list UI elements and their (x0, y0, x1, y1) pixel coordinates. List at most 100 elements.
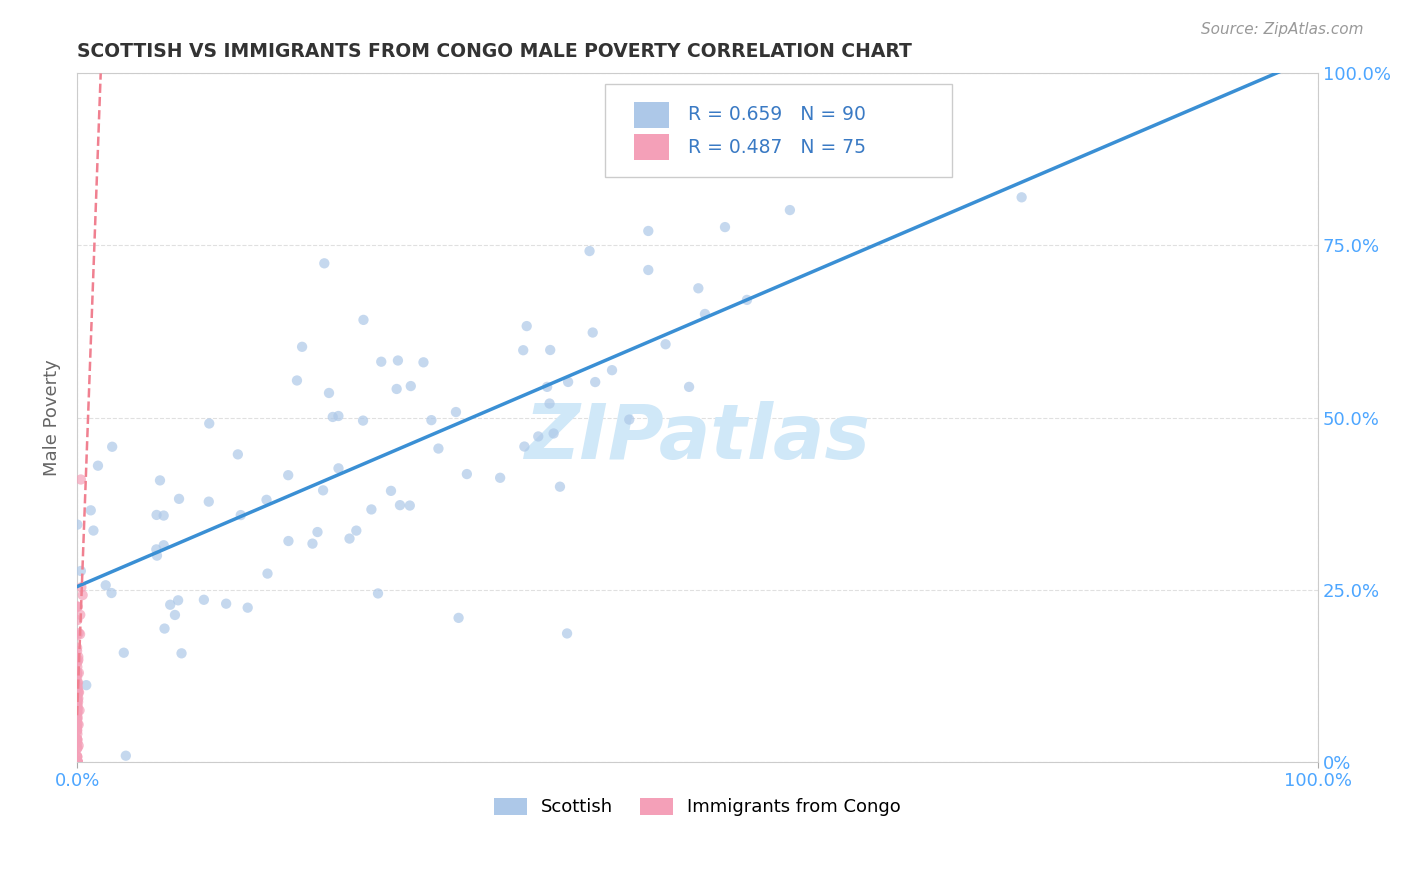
Point (66, 706, 89, 721)
Point (66, 682, 89, 697)
Point (197, 494, 219, 508)
Point (583, 375, 606, 389)
Point (66, 750, 89, 764)
Point (69, 627, 91, 641)
Point (236, 600, 259, 615)
Point (69, 703, 91, 717)
Point (66, 740, 89, 755)
Point (678, 380, 700, 394)
Point (307, 524, 329, 539)
Point (229, 508, 252, 522)
Point (654, 337, 676, 351)
Point (94, 578, 117, 592)
Text: SCOTTISH VS IMMIGRANTS FROM CONGO MALE POVERTY CORRELATION CHART: SCOTTISH VS IMMIGRANTS FROM CONGO MALE P… (77, 42, 912, 61)
Point (66, 678, 89, 692)
Point (66, 732, 89, 747)
Point (66, 683, 89, 698)
Point (66, 755, 89, 769)
Point (285, 374, 308, 388)
Point (256, 492, 278, 507)
Point (538, 396, 561, 410)
Point (66, 698, 89, 713)
Point (66, 691, 89, 706)
Point (215, 597, 238, 611)
Point (66, 755, 89, 769)
Point (420, 413, 443, 427)
Point (67, 626, 90, 640)
Point (66, 755, 89, 769)
Point (145, 508, 167, 522)
Point (66, 706, 89, 720)
Point (735, 293, 758, 307)
Point (167, 593, 190, 607)
FancyBboxPatch shape (605, 84, 952, 177)
Point (555, 626, 578, 640)
Point (66, 750, 89, 764)
Point (66, 755, 89, 769)
Point (67, 691, 90, 706)
Point (277, 534, 299, 549)
Point (69, 607, 91, 622)
Point (198, 417, 221, 431)
Point (67, 649, 90, 664)
Point (353, 313, 375, 327)
Point (66, 654, 89, 668)
Point (66, 665, 89, 680)
Point (322, 409, 344, 424)
Point (291, 340, 314, 354)
Text: R = 0.659   N = 90: R = 0.659 N = 90 (688, 105, 866, 124)
Text: Source: ZipAtlas.com: Source: ZipAtlas.com (1201, 22, 1364, 37)
Point (67, 695, 90, 709)
Point (427, 442, 450, 456)
Point (312, 483, 335, 498)
Point (328, 461, 350, 475)
Point (548, 480, 571, 494)
Point (513, 440, 536, 454)
Point (339, 532, 361, 546)
Point (398, 499, 420, 513)
Point (152, 538, 174, 552)
Point (153, 622, 176, 636)
Point (388, 498, 411, 512)
Point (66, 723, 89, 738)
Point (66, 755, 89, 769)
Point (70, 580, 93, 594)
Point (66, 718, 89, 732)
Point (66, 686, 89, 700)
Point (66, 660, 89, 674)
Point (516, 319, 538, 334)
Point (66, 695, 89, 709)
Point (66, 691, 89, 706)
Point (82, 524, 104, 538)
Point (69, 473, 91, 487)
FancyBboxPatch shape (634, 102, 669, 128)
Point (193, 592, 215, 607)
Point (512, 343, 534, 358)
Point (447, 611, 470, 625)
Point (80, 503, 103, 517)
Point (66, 655, 89, 669)
Point (145, 542, 167, 557)
Point (578, 244, 600, 258)
Point (67, 685, 90, 699)
Point (557, 375, 579, 389)
Point (543, 426, 565, 441)
Point (66, 755, 89, 769)
Point (66, 599, 89, 614)
Point (66, 667, 89, 681)
Point (536, 380, 558, 394)
Point (66, 644, 89, 658)
Y-axis label: Male Poverty: Male Poverty (44, 359, 60, 476)
Text: ZIPatlas: ZIPatlas (524, 401, 870, 475)
Point (344, 524, 367, 538)
Point (167, 491, 190, 506)
Point (66, 675, 89, 690)
Point (66, 716, 89, 731)
Point (367, 586, 389, 600)
Point (67, 739, 90, 753)
Point (387, 353, 409, 368)
Point (688, 281, 710, 295)
Point (352, 414, 374, 428)
Point (112, 646, 135, 660)
Point (66, 699, 89, 714)
